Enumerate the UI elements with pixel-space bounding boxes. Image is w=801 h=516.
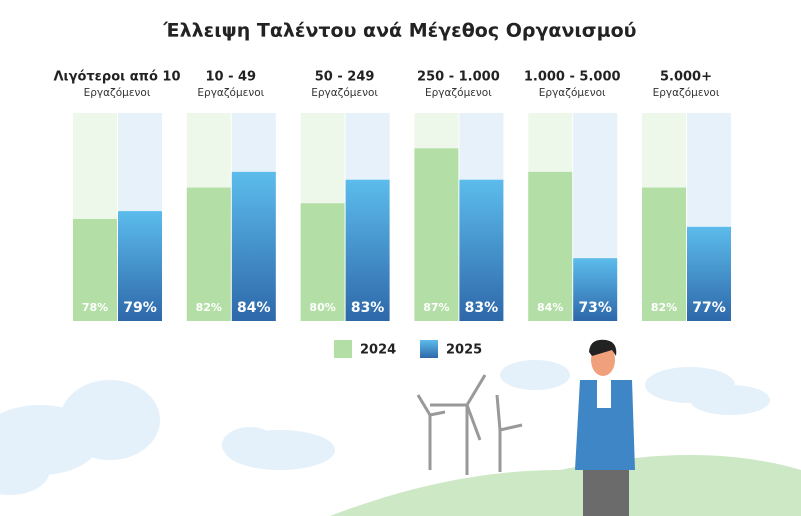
scenery: [0, 339, 801, 516]
category-sublabel: Εργαζόμενοι: [653, 87, 720, 99]
bar: [414, 148, 459, 321]
bar: [528, 171, 573, 321]
bar: [687, 226, 731, 321]
value-label: 73%: [578, 300, 612, 316]
legend-swatch: [334, 340, 352, 358]
value-label: 79%: [123, 300, 157, 316]
bar: [73, 218, 117, 321]
value-label: 82%: [196, 301, 222, 314]
category-label: 1.000 - 5.000: [524, 70, 621, 85]
bar: [573, 258, 618, 321]
value-label: 80%: [309, 301, 335, 314]
legend-label: 2024: [360, 343, 396, 358]
bar: [345, 179, 390, 321]
value-label: 84%: [537, 301, 563, 314]
category-label: 50 - 249: [315, 70, 375, 85]
chart-title: Έλλειψη Ταλέντου ανά Μέγεθος Οργανισμού: [163, 20, 637, 42]
value-label: 87%: [423, 301, 449, 314]
bar: [186, 187, 231, 321]
legend-label: 2025: [446, 343, 482, 358]
category-label: 250 - 1.000: [417, 70, 500, 85]
bar: [231, 171, 276, 321]
value-label: 82%: [651, 301, 677, 314]
category-label: 10 - 49: [205, 70, 256, 85]
category-sublabel: Εργαζόμενοι: [84, 87, 151, 99]
bar: [459, 179, 504, 321]
category-label: Λιγότεροι από 10: [53, 70, 180, 85]
category-sublabel: Εργαζόμενοι: [425, 87, 492, 99]
value-label: 78%: [82, 301, 108, 314]
bar: [118, 211, 162, 321]
value-label: 83%: [351, 300, 385, 316]
category-label: 5.000+: [660, 70, 712, 85]
category-sublabel: Εργαζόμενοι: [539, 87, 606, 99]
value-label: 83%: [465, 300, 499, 316]
legend-swatch: [420, 340, 438, 358]
value-label: 84%: [237, 300, 271, 316]
category-sublabel: Εργαζόμενοι: [197, 87, 264, 99]
person: [575, 339, 635, 516]
bar: [300, 203, 345, 321]
category-sublabel: Εργαζόμενοι: [311, 87, 378, 99]
bar: [642, 187, 686, 321]
value-label: 77%: [692, 300, 726, 316]
